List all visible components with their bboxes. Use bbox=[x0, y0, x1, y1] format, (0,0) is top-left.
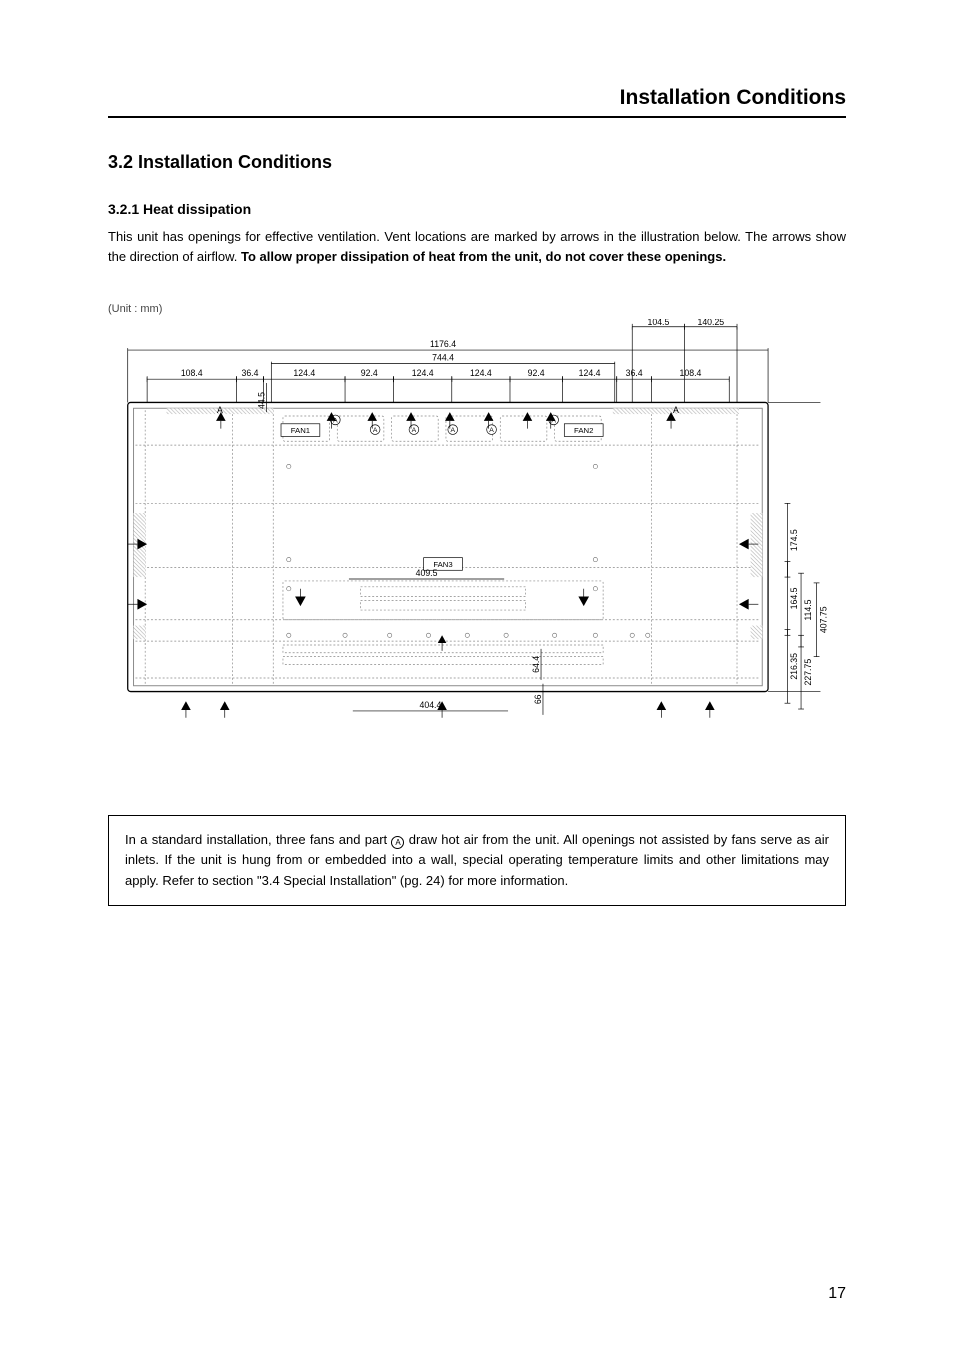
svg-text:140.25: 140.25 bbox=[697, 319, 724, 327]
svg-text:92.4: 92.4 bbox=[528, 369, 545, 379]
svg-text:A: A bbox=[373, 428, 378, 435]
svg-text:108.4: 108.4 bbox=[680, 369, 702, 379]
note-text-a: In a standard installation, three fans a… bbox=[125, 832, 391, 847]
subsection-title-text: Heat dissipation bbox=[143, 201, 251, 217]
ventilation-diagram: FAN1FAN2FAN3AAAAAA104.5140.251176.4744.4… bbox=[108, 319, 846, 775]
svg-text:227.75: 227.75 bbox=[803, 659, 813, 686]
subsection-title: 3.2.1 Heat dissipation bbox=[108, 201, 846, 217]
svg-text:36.4: 36.4 bbox=[241, 369, 258, 379]
svg-text:407.75: 407.75 bbox=[818, 607, 828, 634]
svg-text:A: A bbox=[673, 405, 679, 415]
svg-text:104.5: 104.5 bbox=[648, 319, 670, 327]
section-title: 3.2 Installation Conditions bbox=[108, 152, 846, 173]
diagram-svg: FAN1FAN2FAN3AAAAAA104.5140.251176.4744.4… bbox=[108, 319, 846, 775]
svg-text:A: A bbox=[217, 405, 223, 415]
svg-text:409.5: 409.5 bbox=[416, 568, 438, 578]
running-head: Installation Conditions bbox=[108, 86, 846, 118]
svg-text:A: A bbox=[489, 428, 494, 435]
svg-text:114.5: 114.5 bbox=[803, 600, 813, 621]
svg-text:174.5: 174.5 bbox=[789, 529, 799, 551]
subsection-number: 3.2.1 bbox=[108, 201, 139, 217]
figure-unit-label: (Unit : mm) bbox=[108, 303, 846, 315]
svg-text:124.4: 124.4 bbox=[470, 369, 492, 379]
svg-text:FAN1: FAN1 bbox=[291, 426, 310, 435]
svg-text:92.4: 92.4 bbox=[361, 369, 378, 379]
svg-text:108.4: 108.4 bbox=[181, 369, 203, 379]
svg-text:A: A bbox=[412, 428, 417, 435]
svg-text:124.4: 124.4 bbox=[293, 369, 315, 379]
svg-text:124.4: 124.4 bbox=[579, 369, 601, 379]
svg-text:404.4: 404.4 bbox=[420, 700, 442, 710]
svg-text:64.4: 64.4 bbox=[531, 656, 541, 673]
svg-text:A: A bbox=[450, 428, 455, 435]
intro-paragraph: This unit has openings for effective ven… bbox=[108, 227, 846, 267]
svg-text:744.4: 744.4 bbox=[432, 353, 454, 363]
note-box: In a standard installation, three fans a… bbox=[108, 815, 846, 905]
svg-text:1176.4: 1176.4 bbox=[430, 339, 456, 349]
svg-text:66: 66 bbox=[533, 695, 543, 705]
svg-text:FAN2: FAN2 bbox=[574, 426, 593, 435]
svg-text:36.4: 36.4 bbox=[626, 369, 643, 379]
encircled-a-icon: A bbox=[391, 836, 404, 849]
running-head-title: Installation Conditions bbox=[108, 86, 846, 110]
intro-text-bold: To allow proper dissipation of heat from… bbox=[241, 249, 726, 264]
page-number: 17 bbox=[828, 1285, 846, 1303]
page: Installation Conditions 3.2 Installation… bbox=[0, 0, 954, 1351]
svg-text:44.5: 44.5 bbox=[257, 392, 267, 409]
svg-text:216.35: 216.35 bbox=[789, 653, 799, 680]
svg-text:124.4: 124.4 bbox=[412, 369, 434, 379]
svg-text:164.5: 164.5 bbox=[789, 588, 799, 610]
section-title-text: Installation Conditions bbox=[138, 152, 332, 172]
section-number: 3.2 bbox=[108, 152, 133, 172]
